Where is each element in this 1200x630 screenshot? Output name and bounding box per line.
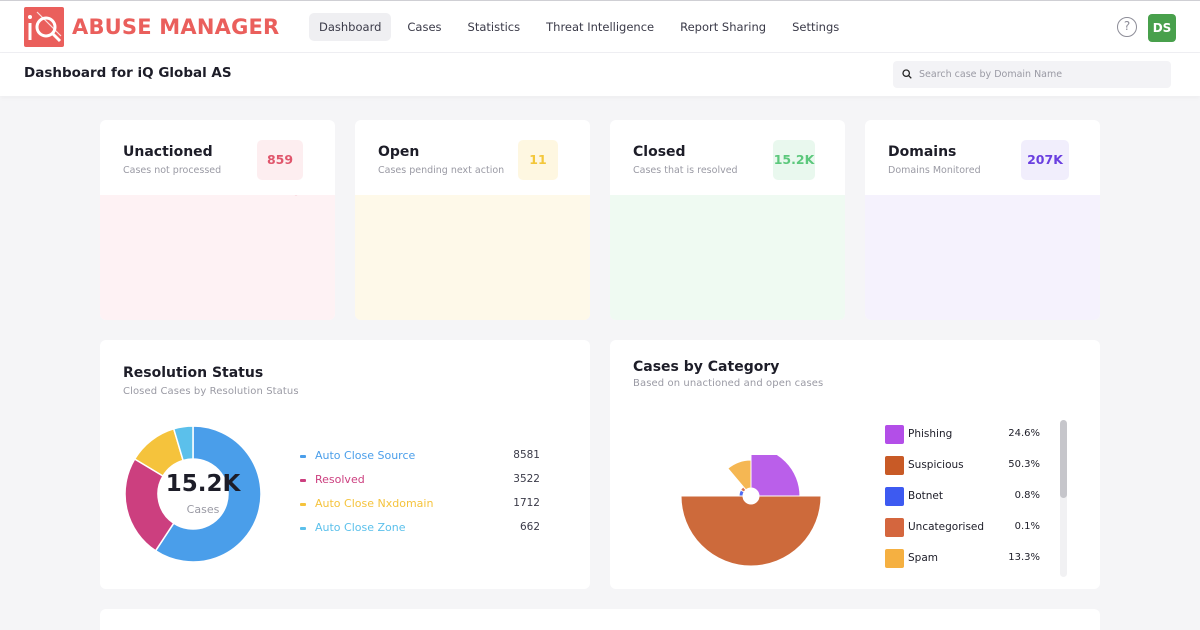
nav-statistics[interactable]: Statistics — [467, 20, 521, 34]
donut-segment-resolved[interactable] — [124, 457, 175, 552]
legend-item-resolved[interactable]: Resolved 3522 — [300, 472, 540, 490]
donut-segment-auto-close-zone[interactable] — [172, 425, 194, 462]
sparkline-area — [865, 195, 1100, 320]
category-swatch — [885, 549, 904, 568]
legend-item-auto-close-nxdomain[interactable]: Auto Close Nxdomain 1712 — [300, 496, 540, 514]
category-percent: 13.3% — [1008, 552, 1040, 563]
nav-settings[interactable]: Settings — [792, 20, 840, 34]
stat-value-badge: 207K — [1021, 140, 1069, 180]
nav-report-sharing[interactable]: Report Sharing — [680, 20, 767, 34]
search-input[interactable] — [919, 61, 1165, 88]
category-swatch — [885, 425, 904, 444]
stat-title: Domains — [888, 144, 957, 160]
stat-card-domains[interactable]: Domains Domains Monitored 207K — [865, 120, 1100, 320]
polar-wedge-spam[interactable] — [727, 459, 752, 491]
legend-color-dot — [300, 503, 306, 506]
category-polar-chart[interactable] — [680, 455, 824, 572]
legend-item-auto-close-zone[interactable]: Auto Close Zone 662 — [300, 520, 540, 538]
category-item-suspicious[interactable]: Suspicious 50.3% — [885, 456, 1040, 476]
logo-mark-icon — [24, 7, 64, 47]
panel-subtitle: Based on unactioned and open cases — [633, 378, 824, 389]
category-percent: 0.8% — [1014, 490, 1040, 501]
donut-center-value: 15.2K — [165, 471, 241, 497]
sparkline-domains — [865, 195, 1100, 320]
legend-label: Auto Close Source — [315, 449, 416, 462]
sparkline-line — [610, 195, 845, 320]
cases-by-category-panel: Cases by Category Based on unactioned an… — [610, 340, 1100, 589]
stat-card-unactioned[interactable]: Unactioned Cases not processed 859 — [100, 120, 335, 320]
stat-card-closed[interactable]: Closed Cases that is resolved 15.2K — [610, 120, 845, 320]
legend-label: Resolved — [315, 473, 365, 486]
bottom-panel — [100, 609, 1100, 630]
category-swatch — [885, 487, 904, 506]
legend-item-auto-close-source[interactable]: Auto Close Source 8581 — [300, 448, 540, 466]
category-swatch — [885, 456, 904, 475]
category-item-botnet[interactable]: Botnet 0.8% — [885, 487, 1040, 507]
stat-value-badge: 11 — [518, 140, 558, 180]
stat-value-badge: 859 — [257, 140, 303, 180]
category-label: Uncategorised — [908, 521, 985, 533]
page-header: Dashboard for iQ Global AS — [0, 53, 1200, 96]
legend-value: 8581 — [513, 449, 540, 461]
category-swatch — [885, 518, 904, 537]
sparkline-open — [355, 195, 590, 320]
main-nav: Dashboard Cases Statistics Threat Intell… — [309, 13, 849, 41]
sparkline-area — [100, 195, 335, 320]
category-label: Spam — [908, 552, 938, 564]
category-percent: 50.3% — [1008, 459, 1040, 470]
legend-color-dot — [300, 479, 306, 482]
nav-threat-intelligence[interactable]: Threat Intelligence — [546, 20, 655, 34]
user-avatar[interactable]: DS — [1148, 14, 1176, 42]
search-icon — [902, 69, 912, 79]
category-label: Suspicious — [908, 459, 964, 471]
legend-label: Auto Close Nxdomain — [315, 497, 434, 510]
category-item-spam[interactable]: Spam 13.3% — [885, 549, 1040, 569]
sparkline-unactioned — [100, 195, 335, 320]
stat-title: Closed — [633, 144, 686, 160]
legend-label: Auto Close Zone — [315, 521, 406, 534]
category-item-uncategorised[interactable]: Uncategorised 0.1% — [885, 518, 1040, 538]
resolution-status-panel: Resolution Status Closed Cases by Resolu… — [100, 340, 590, 589]
panel-title: Cases by Category — [633, 359, 780, 375]
stat-value-badge: 15.2K — [773, 140, 815, 180]
donut-center-label: Cases — [186, 503, 220, 516]
stat-title: Open — [378, 144, 420, 160]
polar-wedge-suspicious[interactable] — [680, 495, 822, 567]
nav-cases[interactable]: Cases — [407, 20, 442, 34]
category-item-phishing[interactable]: Phishing 24.6% — [885, 425, 1040, 445]
stat-subtitle: Cases not processed — [123, 165, 222, 176]
search-box[interactable] — [893, 61, 1171, 88]
stat-subtitle: Cases that is resolved — [633, 165, 738, 176]
polar-wedge-phishing[interactable] — [750, 455, 801, 497]
legend-value: 662 — [519, 521, 540, 533]
panel-title: Resolution Status — [123, 365, 264, 381]
sparkline-area — [355, 195, 590, 320]
legend-color-dot — [300, 455, 306, 458]
help-icon[interactable]: ? — [1117, 17, 1137, 37]
nav-dashboard[interactable]: Dashboard — [309, 13, 392, 41]
legend-value: 1712 — [513, 497, 540, 509]
scrollbar-thumb[interactable] — [1060, 420, 1067, 498]
legend-color-dot — [300, 527, 306, 530]
category-label: Botnet — [908, 490, 943, 502]
stat-card-open[interactable]: Open Cases pending next action 11 — [355, 120, 590, 320]
legend-value: 3522 — [513, 473, 540, 485]
category-label: Phishing — [908, 428, 953, 440]
resolution-donut-chart[interactable] — [124, 425, 262, 563]
top-navigation-bar: ABUSE MANAGER Dashboard Cases Statistics… — [0, 0, 1200, 53]
category-percent: 24.6% — [1008, 428, 1040, 439]
category-percent: 0.1% — [1014, 521, 1040, 532]
panel-subtitle: Closed Cases by Resolution Status — [123, 386, 299, 397]
stat-subtitle: Domains Monitored — [888, 165, 981, 176]
sparkline-closed — [610, 195, 845, 320]
category-list-scrollbar[interactable] — [1060, 420, 1067, 577]
donut-segment-auto-close-source[interactable] — [154, 425, 262, 563]
page-title: Dashboard for iQ Global AS — [24, 65, 232, 81]
app-logo[interactable]: ABUSE MANAGER — [24, 7, 279, 47]
app-name: ABUSE MANAGER — [72, 15, 280, 39]
stat-title: Unactioned — [123, 144, 213, 160]
stat-subtitle: Cases pending next action — [378, 165, 505, 176]
